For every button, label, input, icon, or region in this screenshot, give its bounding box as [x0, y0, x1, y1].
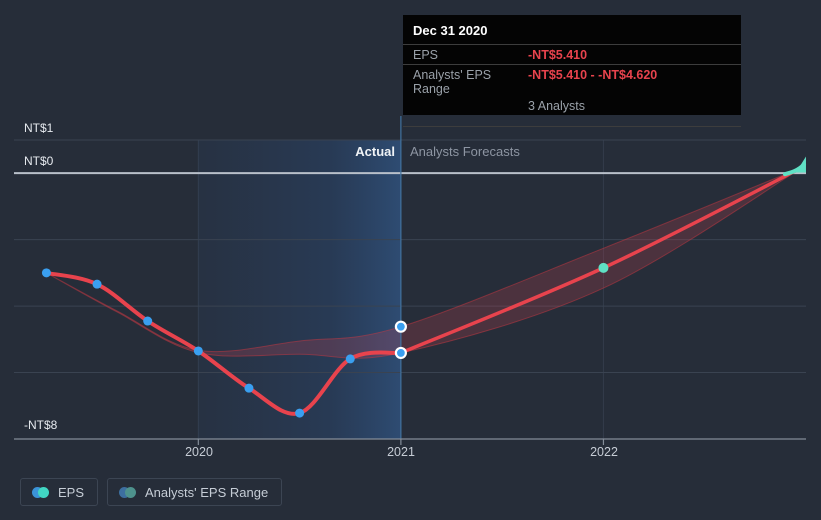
eps-dot-cyan-icon	[38, 486, 49, 498]
highlight-actual-span	[198, 139, 401, 440]
forecast-region-label: Analysts Forecasts	[410, 144, 520, 159]
eps-series-icon	[32, 486, 49, 498]
x-axis-label-2022: 2022	[590, 445, 618, 459]
legend-toggle-eps[interactable]: EPS	[20, 478, 99, 506]
selected-data-point	[394, 346, 407, 360]
eps-data-point	[244, 383, 254, 393]
eps-actual-line	[44, 270, 403, 416]
tooltip-row-eps: EPS -NT$5.410	[403, 44, 741, 64]
tooltip-footer-divider	[403, 126, 741, 135]
range-series-icon	[119, 486, 137, 498]
eps-data-point	[295, 408, 305, 418]
eps-dot-blue-icon	[32, 486, 43, 498]
tooltip-range-value: -NT$5.410 - -NT$4.620	[528, 68, 658, 82]
range-dot-blue-icon	[119, 486, 131, 498]
eps-data-point	[92, 279, 102, 289]
tooltip-eps-value: -NT$5.410	[528, 48, 588, 62]
legend-eps-label: EPS	[58, 484, 85, 500]
chart-tooltip: Dec 31 2020 EPS -NT$5.410 Analysts' EPS …	[403, 15, 741, 127]
legend-toggle-analysts-range[interactable]: Analysts' EPS Range	[107, 478, 283, 506]
eps-forecast-point	[598, 262, 609, 273]
y-axis-label-nt-8: -NT$8	[24, 418, 58, 432]
forecast-end-arrow-marker	[795, 156, 806, 173]
eps-data-point	[193, 346, 203, 356]
tooltip-analyst-count: 3 Analysts	[528, 99, 585, 113]
y-axis-label-nt0: NT$0	[24, 154, 54, 168]
y-axis-label-nt1: NT$1	[24, 121, 54, 135]
tooltip-row-range: Analysts' EPS Range -NT$5.410 - -NT$4.62…	[403, 64, 741, 98]
range-dot-teal-icon	[125, 486, 137, 498]
tooltip-eps-label: EPS	[413, 48, 439, 62]
selected-data-point	[394, 320, 407, 333]
legend-range-label: Analysts' EPS Range	[145, 484, 269, 500]
eps-data-point	[41, 268, 51, 278]
eps-data-point	[345, 354, 355, 364]
chart-legend: EPS Analysts' EPS Range	[20, 478, 283, 506]
x-axis-label-2020: 2020	[185, 445, 213, 459]
eps-data-point	[143, 316, 153, 326]
tooltip-range-label: Analysts' EPS Range	[413, 68, 492, 96]
tooltip-date: Dec 31 2020	[413, 23, 488, 38]
actual-region-label: Actual	[355, 144, 395, 159]
x-axis-label-2021: 2021	[387, 445, 415, 459]
